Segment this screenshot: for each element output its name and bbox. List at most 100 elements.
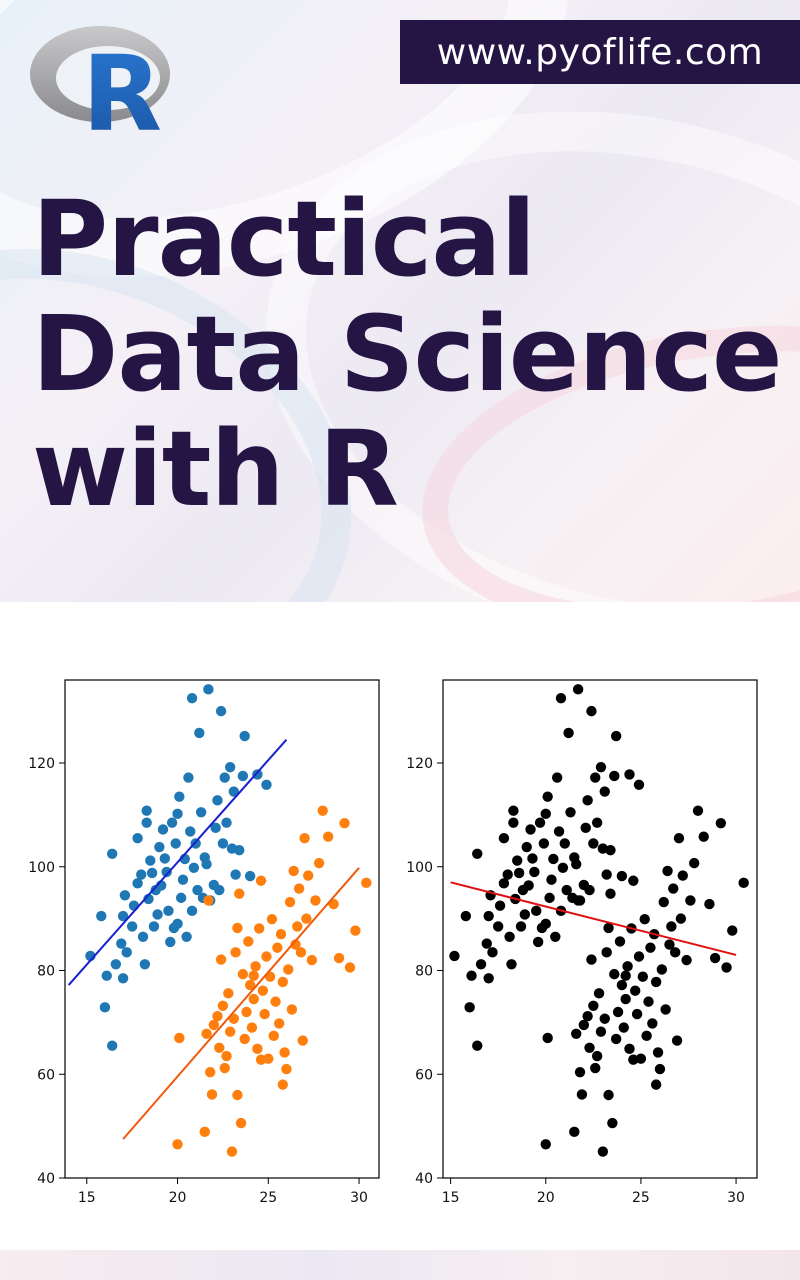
- scatter-point: [166, 817, 178, 828]
- scatter-point: [540, 1139, 551, 1150]
- scatter-point: [194, 727, 205, 739]
- scatter-point: [601, 947, 612, 958]
- scatter-point: [546, 874, 557, 885]
- scatter-point: [317, 805, 328, 816]
- scatter-point: [146, 867, 158, 879]
- y-tick-label: 120: [28, 756, 55, 772]
- scatter-point: [622, 961, 633, 972]
- scatter-point: [569, 1126, 580, 1138]
- scatter-point: [591, 817, 603, 828]
- scatter-point: [172, 808, 183, 820]
- scatter-point: [223, 988, 234, 999]
- scatter-point: [254, 923, 265, 934]
- scatter-point: [582, 795, 593, 806]
- scatter-point: [195, 807, 207, 818]
- scatter-point: [715, 817, 727, 829]
- scatter-point: [603, 922, 614, 934]
- scatter-point: [529, 866, 540, 878]
- scatter-point: [609, 770, 620, 782]
- scatter-point: [313, 857, 325, 869]
- scatter-point: [128, 900, 140, 911]
- scatter-point: [616, 979, 628, 991]
- scatter-point: [609, 968, 620, 980]
- scatter-point: [293, 883, 305, 894]
- scatter-point: [288, 865, 299, 877]
- scatter-point: [618, 1022, 629, 1033]
- scatter-point: [650, 1079, 662, 1090]
- scatter-point: [685, 895, 696, 906]
- scatter-point: [177, 874, 189, 885]
- scatter-point: [605, 844, 616, 856]
- scatter-point: [630, 985, 641, 996]
- scatter-point: [110, 959, 122, 970]
- scatter-point: [551, 772, 563, 783]
- scatter-point: [170, 838, 181, 849]
- scatter-point: [601, 869, 612, 880]
- scatter-point: [620, 970, 631, 981]
- x-tick-label: 30: [350, 1190, 368, 1206]
- scatter-point: [523, 880, 534, 891]
- scatter-point: [643, 996, 654, 1007]
- scatter-point: [361, 877, 372, 889]
- scatter-point: [548, 853, 559, 865]
- x-tick-label: 20: [537, 1190, 555, 1206]
- x-tick-label: 15: [78, 1190, 96, 1206]
- scatter-point: [637, 971, 649, 982]
- scatter-point: [610, 1033, 622, 1045]
- scatter-point: [624, 769, 635, 780]
- website-url-banner[interactable]: www.pyoflife.com: [400, 20, 800, 84]
- title-line: Practical: [32, 178, 536, 300]
- scatter-point: [219, 1062, 230, 1074]
- scatter-point: [662, 865, 673, 877]
- scatter-point: [519, 909, 531, 920]
- scatter-point: [584, 1042, 595, 1053]
- scatter-point: [230, 947, 241, 958]
- scatter-point: [96, 910, 107, 922]
- x-tick-label: 15: [442, 1190, 460, 1206]
- scatter-point: [669, 947, 681, 958]
- scatter-point: [250, 961, 261, 972]
- scatter-point: [206, 1089, 218, 1100]
- regression-line: [122, 867, 360, 1140]
- scatter-point: [721, 962, 732, 973]
- scatter-point: [132, 833, 143, 844]
- scatter-point: [203, 895, 214, 906]
- scatter-point: [239, 1033, 250, 1045]
- scatter-point: [597, 1146, 609, 1157]
- scatter-point: [595, 1026, 607, 1037]
- scatter-point: [154, 841, 165, 853]
- scatter-point: [137, 931, 149, 942]
- scatter-point: [174, 1032, 185, 1044]
- scatter-point: [460, 910, 472, 922]
- scatter-point: [593, 988, 605, 999]
- r-logo-icon: R: [30, 26, 170, 134]
- scatter-chart-left: 15 20 25 30 40 60 80 100 120: [28, 679, 380, 1206]
- scatter-point: [645, 942, 656, 953]
- scatter-point: [215, 705, 227, 717]
- scatter-point: [185, 826, 196, 837]
- scatter-point: [159, 853, 171, 864]
- scatter-point: [635, 1053, 647, 1064]
- website-url[interactable]: www.pyoflife.com: [436, 31, 764, 73]
- scatter-point: [538, 838, 550, 849]
- scatter-point: [219, 772, 230, 783]
- scatter-point: [188, 862, 200, 873]
- scatter-point: [212, 795, 223, 806]
- scatter-point: [139, 959, 151, 970]
- x-tick-label: 25: [259, 1190, 277, 1206]
- scatter-point: [572, 895, 584, 906]
- scatter-point: [99, 1002, 111, 1013]
- scatter-point: [542, 1032, 553, 1044]
- scatter-point: [508, 817, 519, 828]
- scatter-point: [175, 892, 187, 904]
- scatter-point: [508, 805, 519, 816]
- scatter-point: [565, 807, 576, 818]
- scatter-point: [656, 964, 668, 975]
- title-line: with R: [32, 408, 399, 530]
- scatter-point: [542, 791, 553, 802]
- scatter-point: [673, 833, 685, 844]
- scatter-point: [574, 1066, 586, 1078]
- scatter-point: [550, 931, 561, 942]
- scatter-point: [157, 824, 169, 835]
- scatter-point: [689, 857, 700, 869]
